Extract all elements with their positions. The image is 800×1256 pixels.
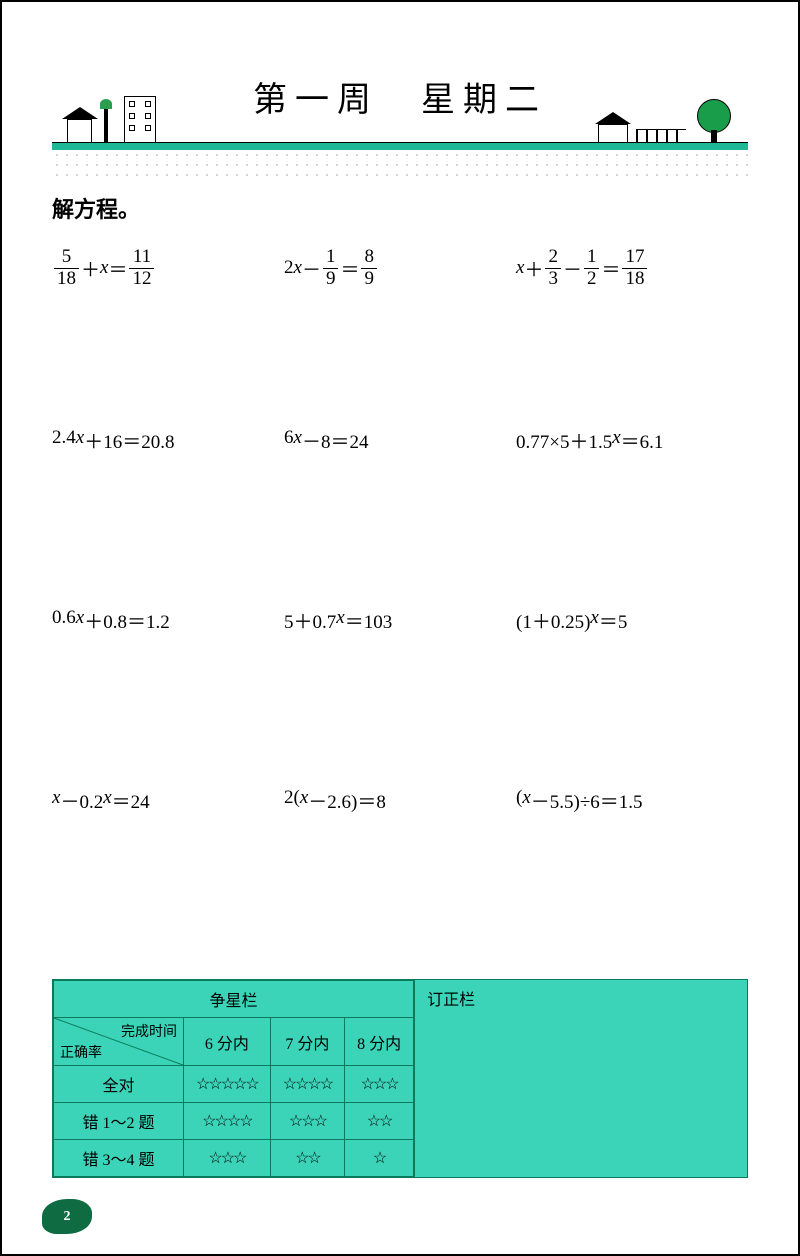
star-cell: ☆☆☆☆: [270, 1066, 344, 1103]
time-header-1: 7 分内: [270, 1018, 344, 1066]
equation-cell: x＋23－12＝1718: [516, 239, 748, 419]
equation-cell: x－0.2x＝24: [52, 779, 284, 959]
star-cell: ☆☆☆☆: [184, 1103, 271, 1140]
time-header-2: 8 分内: [345, 1018, 414, 1066]
star-cell: ☆☆: [345, 1103, 414, 1140]
row-label: 错 1～2 题: [54, 1103, 184, 1140]
equation-cell: 0.6x＋0.8＝1.2: [52, 599, 284, 779]
equation-cell: 2.4x＋16＝20.8: [52, 419, 284, 599]
star-table-row: 错 1～2 题☆☆☆☆☆☆☆☆☆: [54, 1103, 414, 1140]
equation-cell: 518＋x＝1112: [52, 239, 284, 419]
star-cell: ☆☆☆: [345, 1066, 414, 1103]
header-illustration-left: [62, 84, 182, 144]
page-number-badge: 2: [42, 1199, 92, 1234]
page-title: 第一周 星期二: [253, 72, 547, 121]
equation-cell: 0.77×5＋1.5x＝6.1: [516, 419, 748, 599]
star-table: 争星栏 完成时间 正确率 6 分内 7 分内 8 分内 全对☆☆☆☆☆☆☆☆☆☆…: [53, 980, 414, 1177]
equation-cell: 6x－8＝24: [284, 419, 516, 599]
diag-bottom-label: 正确率: [60, 1042, 102, 1062]
row-label: 全对: [54, 1066, 184, 1103]
diag-header: 完成时间 正确率: [54, 1018, 184, 1066]
row-label: 错 3～4 题: [54, 1140, 184, 1177]
equations-grid: 518＋x＝11122x－19＝89x＋23－12＝1718 2.4x＋16＝20…: [52, 239, 748, 959]
correction-column: 订正栏: [414, 980, 747, 1177]
header-illustration-right: [598, 94, 738, 144]
star-cell: ☆: [345, 1140, 414, 1177]
equation-cell: (x－5.5)÷6＝1.5: [516, 779, 748, 959]
star-table-row: 全对☆☆☆☆☆☆☆☆☆☆☆☆: [54, 1066, 414, 1103]
star-table-wrap: 争星栏 完成时间 正确率 6 分内 7 分内 8 分内 全对☆☆☆☆☆☆☆☆☆☆…: [52, 979, 748, 1178]
equation-cell: 2(x－2.6)＝8: [284, 779, 516, 959]
equation-cell: 5＋0.7x＝103: [284, 599, 516, 779]
header-banner: 第一周 星期二: [52, 62, 748, 162]
star-table-row: 错 3～4 题☆☆☆☆☆☆: [54, 1140, 414, 1177]
diag-top-label: 完成时间: [121, 1021, 177, 1041]
star-cell: ☆☆: [270, 1140, 344, 1177]
equation-cell: (1＋0.25)x＝5: [516, 599, 748, 779]
star-table-title: 争星栏: [54, 981, 414, 1018]
star-cell: ☆☆☆☆☆: [184, 1066, 271, 1103]
section-title: 解方程。: [52, 192, 748, 224]
star-cell: ☆☆☆: [184, 1140, 271, 1177]
time-header-0: 6 分内: [184, 1018, 271, 1066]
star-cell: ☆☆☆: [270, 1103, 344, 1140]
equation-cell: 2x－19＝89: [284, 239, 516, 419]
